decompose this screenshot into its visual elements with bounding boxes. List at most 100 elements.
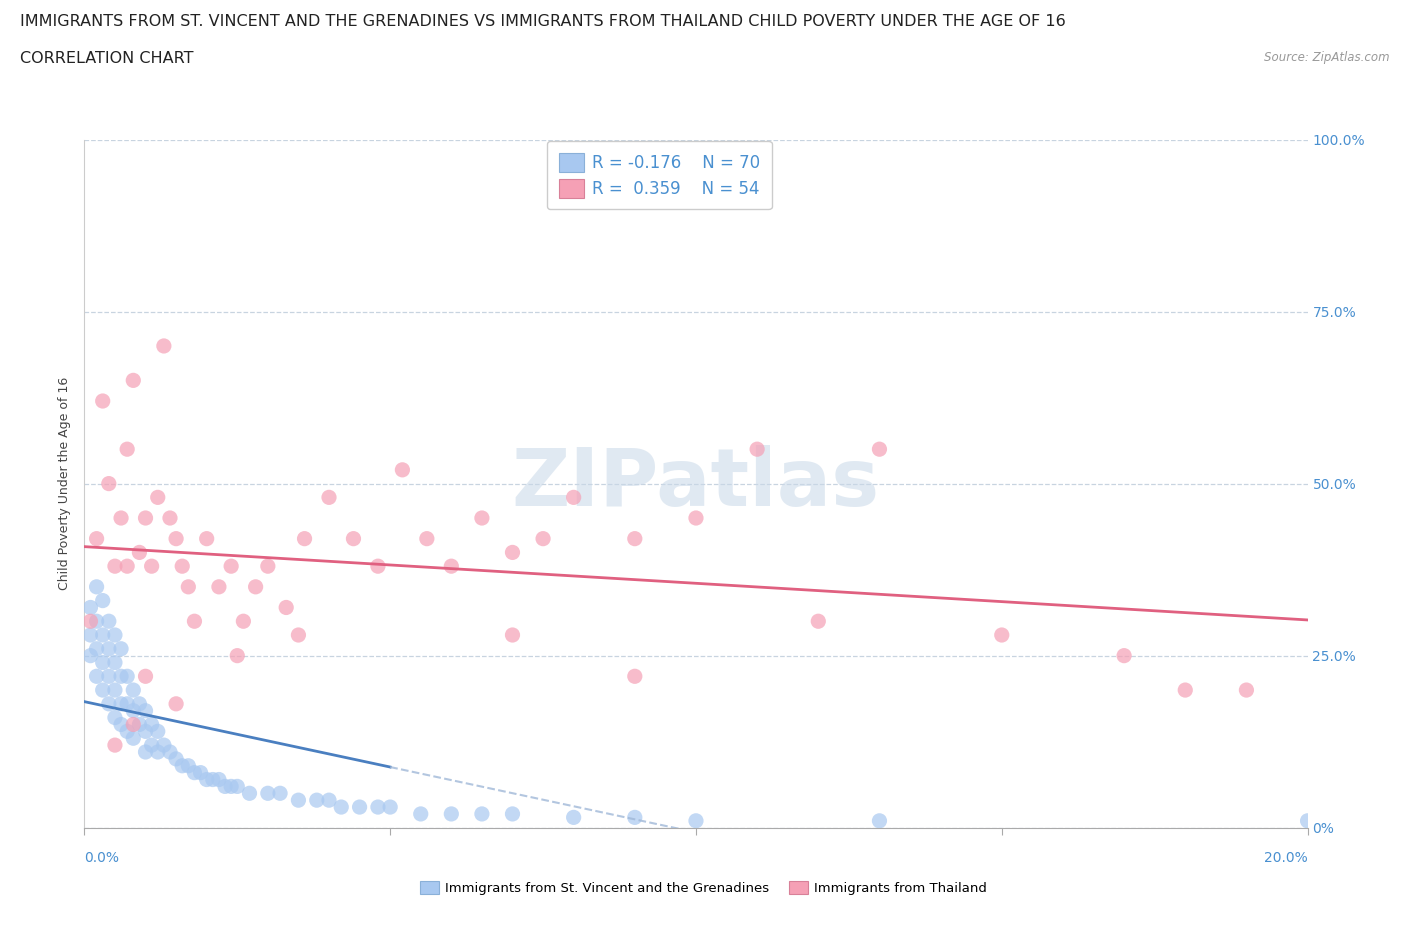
Point <box>257 786 280 801</box>
Point <box>79 600 101 615</box>
Point <box>869 442 891 457</box>
Point <box>86 642 108 657</box>
Point <box>624 810 647 825</box>
Point <box>318 792 340 807</box>
Point <box>146 745 169 760</box>
Point <box>276 600 298 615</box>
Point <box>172 758 194 773</box>
Point <box>367 800 389 815</box>
Point <box>269 786 291 801</box>
Point <box>177 758 200 773</box>
Point <box>624 669 647 684</box>
Point <box>146 490 169 505</box>
Text: ZIPatlas: ZIPatlas <box>512 445 880 523</box>
Point <box>685 511 707 525</box>
Point <box>226 779 249 794</box>
Text: IMMIGRANTS FROM ST. VINCENT AND THE GRENADINES VS IMMIGRANTS FROM THAILAND CHILD: IMMIGRANTS FROM ST. VINCENT AND THE GREN… <box>20 14 1066 29</box>
Point <box>115 442 138 457</box>
Point <box>122 373 145 388</box>
Point <box>122 717 145 732</box>
Point <box>86 531 108 546</box>
Point <box>115 724 138 738</box>
Point <box>531 531 554 546</box>
Point <box>91 628 114 643</box>
Point <box>502 806 524 821</box>
Point <box>122 731 145 746</box>
Point <box>1296 814 1319 829</box>
Point <box>305 792 328 807</box>
Y-axis label: Child Poverty Under the Age of 16: Child Poverty Under the Age of 16 <box>58 377 72 591</box>
Point <box>104 711 127 725</box>
Point <box>195 531 218 546</box>
Point <box>195 772 218 787</box>
Point <box>91 683 114 698</box>
Point <box>115 669 138 684</box>
Legend: Immigrants from St. Vincent and the Grenadines, Immigrants from Thailand: Immigrants from St. Vincent and the Gren… <box>415 875 991 900</box>
Text: Source: ZipAtlas.com: Source: ZipAtlas.com <box>1264 51 1389 64</box>
Point <box>110 697 132 711</box>
Point <box>135 669 157 684</box>
Point <box>562 490 585 505</box>
Point <box>110 511 132 525</box>
Point <box>342 531 364 546</box>
Point <box>86 669 108 684</box>
Point <box>318 490 340 505</box>
Point <box>165 697 187 711</box>
Point <box>349 800 371 815</box>
Point <box>91 593 114 608</box>
Point <box>135 724 157 738</box>
Point <box>97 476 120 491</box>
Legend: R = -0.176    N = 70, R =  0.359    N = 54: R = -0.176 N = 70, R = 0.359 N = 54 <box>547 141 772 209</box>
Point <box>440 806 463 821</box>
Point <box>807 614 830 629</box>
Point <box>135 511 157 525</box>
Point <box>104 655 127 670</box>
Point <box>79 648 101 663</box>
Point <box>141 737 163 752</box>
Point <box>97 669 120 684</box>
Point <box>287 628 309 643</box>
Point <box>135 703 157 718</box>
Point <box>190 765 212 780</box>
Text: 0.0%: 0.0% <box>84 851 120 865</box>
Point <box>367 559 389 574</box>
Point <box>214 779 236 794</box>
Point <box>79 628 101 643</box>
Point <box>440 559 463 574</box>
Point <box>110 642 132 657</box>
Point <box>624 531 647 546</box>
Point <box>79 614 101 629</box>
Point <box>208 772 231 787</box>
Point <box>1114 648 1136 663</box>
Point <box>104 683 127 698</box>
Point <box>183 614 205 629</box>
Point <box>747 442 769 457</box>
Point <box>159 745 181 760</box>
Point <box>409 806 432 821</box>
Point <box>685 814 707 829</box>
Point <box>208 579 231 594</box>
Point <box>219 779 242 794</box>
Point <box>135 745 157 760</box>
Point <box>1174 683 1197 698</box>
Text: CORRELATION CHART: CORRELATION CHART <box>20 51 193 66</box>
Point <box>115 697 138 711</box>
Point <box>110 717 132 732</box>
Point <box>128 697 150 711</box>
Point <box>562 810 585 825</box>
Point <box>97 642 120 657</box>
Point <box>165 531 187 546</box>
Point <box>471 806 494 821</box>
Point <box>172 559 194 574</box>
Point <box>91 393 114 408</box>
Point <box>97 614 120 629</box>
Point <box>869 814 891 829</box>
Point <box>122 683 145 698</box>
Point <box>416 531 439 546</box>
Point <box>146 724 169 738</box>
Point <box>153 737 176 752</box>
Point <box>380 800 402 815</box>
Point <box>86 579 108 594</box>
Point <box>226 648 249 663</box>
Point <box>183 765 205 780</box>
